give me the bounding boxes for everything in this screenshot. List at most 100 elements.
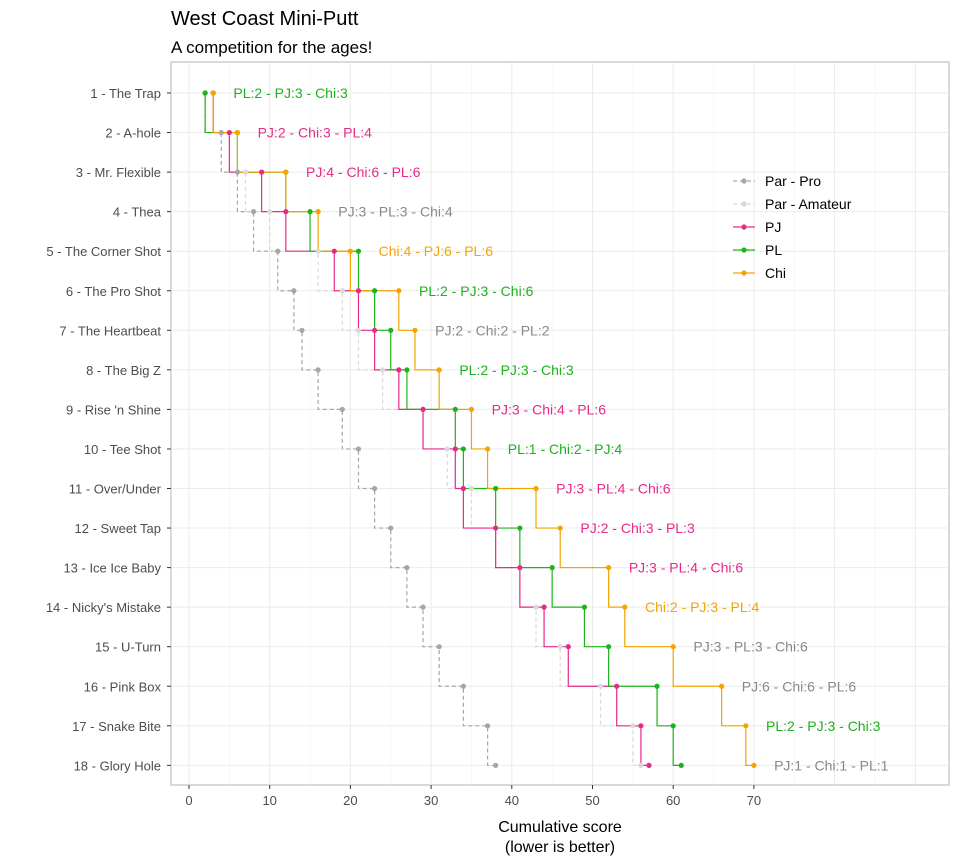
- series-point-par-pro: [339, 406, 345, 412]
- series-point-par-pro: [372, 485, 378, 492]
- x-tick-label: 30: [424, 793, 438, 808]
- x-tick-label: 10: [262, 793, 276, 808]
- series-point-par-amateur: [638, 762, 644, 768]
- series-line-par-amateur: [212, 93, 641, 766]
- series-point-pj: [283, 209, 289, 215]
- series-line-par-pro: [204, 93, 496, 766]
- series-point-par-pro: [484, 723, 491, 729]
- series-point-pl: [404, 367, 410, 373]
- series-point-pj: [226, 129, 232, 136]
- legend-label-chi: Chi: [765, 265, 786, 281]
- series-point-chi: [283, 169, 289, 175]
- series-point-chi: [315, 209, 321, 215]
- series-point-pl: [452, 406, 458, 412]
- series-point-pj: [460, 485, 466, 492]
- series-point-par-pro: [436, 644, 442, 650]
- legend-label-pl: PL: [765, 242, 782, 258]
- x-tick-label: 40: [505, 793, 519, 808]
- series-point-par-pro: [420, 604, 426, 610]
- legend-label-par-amateur: Par - Amateur: [765, 196, 852, 212]
- hole-annotation: PJ:1 - Chi:1 - PL:1: [774, 757, 889, 773]
- series-point-chi: [622, 604, 628, 610]
- legend-key-point-par-pro: [741, 178, 747, 184]
- series-point-chi: [468, 406, 475, 412]
- y-tick-label: 11 - Over/Under: [69, 482, 162, 497]
- series-point-chi: [557, 525, 563, 531]
- y-tick-label: 4 - Thea: [113, 205, 162, 220]
- x-tick-label: 0: [185, 793, 192, 808]
- legend-key-point-par-amateur: [741, 201, 747, 207]
- y-tick-label: 14 - Nicky's Mistake: [46, 600, 161, 615]
- series-point-chi: [347, 248, 353, 254]
- series-point-pl: [493, 485, 499, 492]
- series-point-chi: [670, 644, 676, 650]
- hole-annotation: PJ:3 - Chi:4 - PL:6: [492, 401, 607, 417]
- series-point-par-amateur: [597, 683, 604, 689]
- series-point-pl: [549, 565, 555, 571]
- series-point-chi: [436, 367, 442, 373]
- hole-annotation: PJ:4 - Chi:6 - PL:6: [306, 164, 421, 180]
- series-point-pj: [638, 723, 644, 729]
- series-point-par-pro: [218, 129, 224, 136]
- hole-annotation: PL:2 - PJ:3 - Chi:6: [419, 283, 534, 299]
- series-point-pl: [388, 327, 394, 333]
- chart-title: West Coast Mini-Putt: [171, 8, 359, 30]
- series-point-pj: [565, 644, 571, 650]
- series-point-pj: [259, 169, 265, 175]
- legend-label-par-pro: Par - Pro: [765, 173, 821, 189]
- hole-annotation: PJ:3 - PL:4 - Chi:6: [629, 560, 744, 576]
- series-point-pl: [355, 248, 362, 254]
- y-tick-label: 6 - The Pro Shot: [66, 284, 162, 299]
- y-tick-label: 1 - The Trap: [90, 86, 161, 101]
- series-point-pj: [493, 525, 499, 531]
- y-tick-label: 16 - Pink Box: [84, 679, 162, 694]
- series-point-pj: [452, 446, 458, 452]
- series-line-chi: [212, 93, 754, 766]
- series-point-pj: [541, 604, 547, 610]
- y-tick-label: 17 - Snake Bite: [72, 719, 161, 734]
- hole-annotation: PL:2 - PJ:3 - Chi:3: [766, 718, 881, 734]
- series-point-pl: [670, 723, 676, 729]
- y-axis: 1 - The Trap 2 - A-hole 3 - Mr. Flexible 4 …: [46, 86, 171, 773]
- hole-annotation: PJ:6 - Chi:6 - PL:6: [742, 678, 857, 694]
- x-tick-label: 60: [666, 793, 680, 808]
- series-point-par-pro: [404, 565, 410, 571]
- series-point-par-pro: [275, 248, 281, 254]
- series-point-pl: [606, 644, 612, 650]
- y-tick-label: 3 - Mr. Flexible: [76, 165, 161, 180]
- series-point-chi: [234, 129, 241, 136]
- x-axis-title-line-2: (lower is better): [505, 839, 615, 856]
- series-point-par-amateur: [267, 209, 273, 215]
- x-axis: 0 10 20 30 40 50 60 70: [185, 785, 761, 808]
- series-point-par-pro: [460, 683, 466, 689]
- series-point-pj: [646, 762, 652, 768]
- series-point-par-pro: [250, 209, 257, 215]
- hole-annotation: PJ:2 - Chi:2 - PL:2: [435, 322, 550, 338]
- hole-annotation: PJ:2 - Chi:3 - PL:3: [580, 520, 695, 536]
- y-tick-label: 10 - Tee Shot: [84, 442, 161, 457]
- series-point-par-amateur: [355, 327, 362, 333]
- x-axis-title-line-1: Cumulative score: [498, 819, 622, 836]
- legend: Par - Pro Par - Amateur PJ PL Chi: [733, 173, 852, 281]
- x-tick-label: 20: [343, 793, 357, 808]
- series-points: [202, 90, 757, 768]
- series-point-chi: [606, 565, 612, 571]
- series-point-par-pro: [291, 288, 297, 294]
- hole-annotation: PL:2 - PJ:3 - Chi:3: [233, 85, 348, 101]
- series-point-pl: [678, 762, 684, 768]
- series-point-pj: [396, 367, 402, 373]
- series-point-par-pro: [355, 446, 362, 452]
- series-point-chi: [751, 762, 757, 768]
- series-point-chi: [396, 288, 402, 294]
- grid: [171, 62, 949, 785]
- legend-label-pj: PJ: [765, 219, 781, 235]
- series-point-par-pro: [234, 169, 241, 175]
- y-tick-label: 13 - Ice Ice Baby: [63, 561, 161, 576]
- y-tick-label: 8 - The Big Z: [86, 363, 161, 378]
- series-point-chi: [484, 446, 491, 452]
- series-point-pl: [654, 683, 660, 689]
- chart-subtitle: A competition for the ages!: [171, 38, 373, 57]
- series-point-pl: [517, 525, 523, 531]
- series-point-chi: [210, 90, 216, 96]
- series-point-pl: [202, 90, 208, 96]
